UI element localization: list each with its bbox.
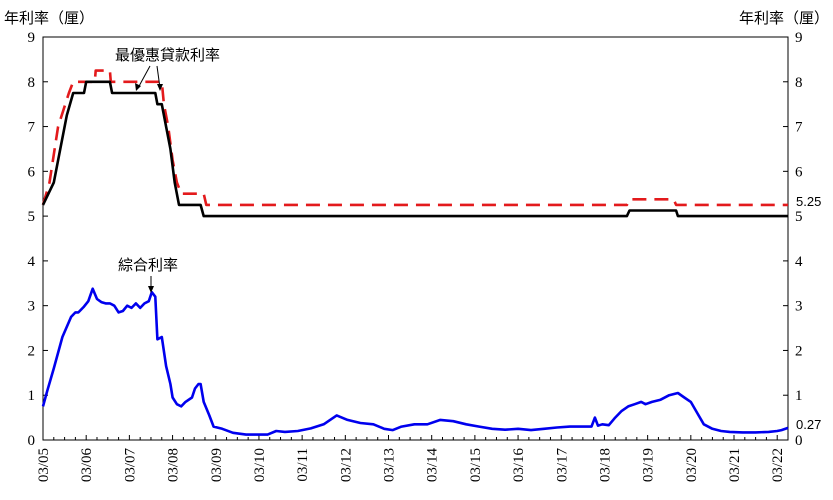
ticks-layer: 0 0 1 1 2 2 3 3 4 4 5 5 6 6 7 7 8 8 9 9 03/05 03/06 03/07 03/08… [28,30,804,482]
y-tick-label-left-1: 1 [28,388,36,404]
y-tick-label-left-0: 0 [28,433,36,449]
series-line-best_lending_rate_upper [41,69,788,207]
x-tick-label-17: 03/22 [770,448,786,482]
y-tick-label-left-6: 6 [28,164,36,180]
x-tick-label-8: 03/13 [382,448,398,482]
x-tick-label-0: 03/05 [36,448,52,482]
x-tick-label-3: 03/08 [166,448,182,482]
y-tick-label-right-4: 4 [795,254,803,270]
annotation-arrowhead-2 [157,84,163,91]
annotation-arrowhead-1 [135,83,141,91]
x-tick-label-2: 03/07 [122,448,138,483]
x-tick-label-15: 03/20 [684,448,700,482]
annotation-layer: 最優惠貸款利率 綜合利率 5.25 0.27 [115,46,821,432]
y-tick-label-left-7: 7 [28,120,36,136]
y-tick-label-right-3: 3 [795,299,803,315]
y-tick-label-right-9: 9 [795,30,803,46]
y-axis-title-right: 年利率（厘） [739,9,829,27]
y-tick-label-left-4: 4 [28,254,36,270]
annotation-composite-rate: 綜合利率 [118,256,178,274]
y-tick-label-right-7: 7 [795,120,803,136]
x-tick-label-13: 03/18 [597,448,613,482]
y-tick-label-right-0: 0 [795,433,803,449]
end-label-composite-rate: 0.27 [796,417,821,432]
y-tick-label-right-8: 8 [795,75,803,91]
y-tick-label-right-1: 1 [795,388,803,404]
annotation-best-lending-rate: 最優惠貸款利率 [115,46,220,64]
plot-frame [42,36,789,441]
x-tick-label-5: 03/10 [252,448,268,482]
x-tick-label-1: 03/06 [79,448,95,483]
x-tick-label-9: 03/14 [425,448,441,483]
x-tick-label-16: 03/21 [727,448,743,482]
annotation-arrow-1 [137,65,151,89]
annotation-arrowhead-3 [148,286,154,293]
x-tick-label-14: 03/19 [641,448,657,482]
y-tick-label-left-9: 9 [28,30,36,46]
y-tick-label-left-8: 8 [28,75,36,91]
x-tick-label-11: 03/16 [511,448,527,483]
end-label-best-lending-rate: 5.25 [796,194,821,209]
x-tick-label-7: 03/12 [338,448,354,482]
y-tick-label-right-6: 6 [795,164,803,180]
y-tick-label-right-5: 5 [795,209,803,225]
y-tick-label-right-2: 2 [795,343,803,359]
y-axis-title-left: 年利率（厘） [4,9,94,27]
x-tick-label-4: 03/09 [209,448,225,482]
series-line-best_lending_rate_lower [41,80,788,218]
x-tick-label-6: 03/11 [295,448,311,482]
series-line-composite_rate [41,287,789,436]
series-layer [41,69,789,436]
y-tick-label-left-3: 3 [28,299,36,315]
y-tick-label-left-5: 5 [28,209,36,225]
x-tick-label-10: 03/15 [468,448,484,482]
y-tick-label-left-2: 2 [28,343,36,359]
x-tick-label-12: 03/17 [554,448,570,483]
